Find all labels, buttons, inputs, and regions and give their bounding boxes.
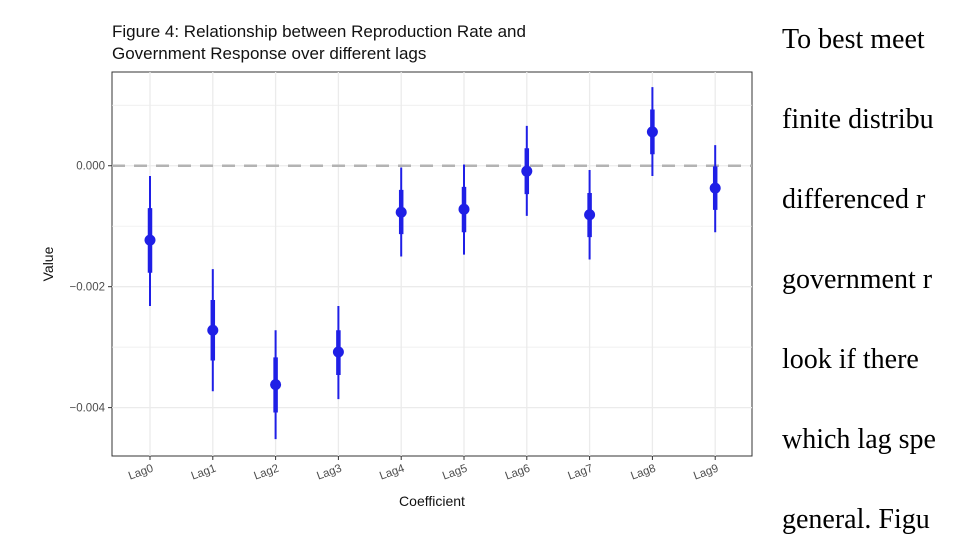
body-text-line: government r	[782, 264, 933, 295]
x-tick-label: Lag0	[127, 463, 155, 483]
x-tick-label: Lag8	[629, 463, 657, 483]
point-estimate	[584, 209, 596, 221]
body-text-line: To best meet	[782, 24, 925, 55]
x-axis-title: Coefficient	[399, 493, 465, 509]
point-estimate	[395, 206, 407, 218]
x-tick-label: Lag7	[566, 463, 594, 483]
body-text-line: which lag spe	[782, 424, 936, 455]
body-text-line: finite distribu	[782, 104, 934, 135]
point-estimate	[646, 126, 658, 138]
body-text-line: general. Figu	[782, 504, 930, 535]
x-tick-label: Lag2	[252, 463, 280, 483]
y-axis-ticks: 0.000 −0.002 −0.004	[70, 161, 112, 415]
coefficient-marks	[144, 87, 721, 440]
point-estimate	[144, 234, 156, 246]
point-estimate	[458, 203, 470, 215]
coefficient-plot-figure: Figure 4: Relationship between Reproduct…	[40, 22, 753, 509]
plot-panel	[111, 71, 753, 457]
x-axis-ticks: Lag0 Lag1 Lag2 Lag3 Lag4 Lag5 Lag6 Lag7 Lag8 Lag9	[127, 456, 720, 483]
x-tick-label: Lag3	[315, 463, 343, 483]
point-estimate	[270, 379, 282, 391]
point-estimate	[207, 324, 219, 336]
point-estimate	[521, 165, 533, 177]
y-axis-title: Value	[40, 246, 56, 281]
y-tick-label: −0.004	[70, 403, 106, 415]
coefficient-plot: Figure 4: Relationship between Reproduct…	[40, 22, 753, 509]
y-tick-label: −0.002	[70, 282, 106, 294]
chart-title-line-2: Government Response over different lags	[112, 44, 426, 63]
x-tick-label: Lag9	[692, 463, 720, 483]
x-tick-label: Lag1	[190, 463, 218, 483]
point-estimate	[332, 346, 344, 358]
y-tick-label: 0.000	[76, 161, 105, 173]
x-tick-label: Lag5	[441, 463, 469, 483]
x-tick-label: Lag4	[378, 462, 407, 482]
chart-title-line-1: Figure 4: Relationship between Reproduct…	[112, 22, 526, 41]
point-estimate	[709, 182, 721, 194]
body-text-line: differenced r	[782, 184, 926, 215]
body-text-column: To best meet finite distribu differenced…	[782, 0, 960, 540]
body-text-line: look if there	[782, 344, 919, 375]
x-tick-label: Lag6	[504, 463, 532, 483]
